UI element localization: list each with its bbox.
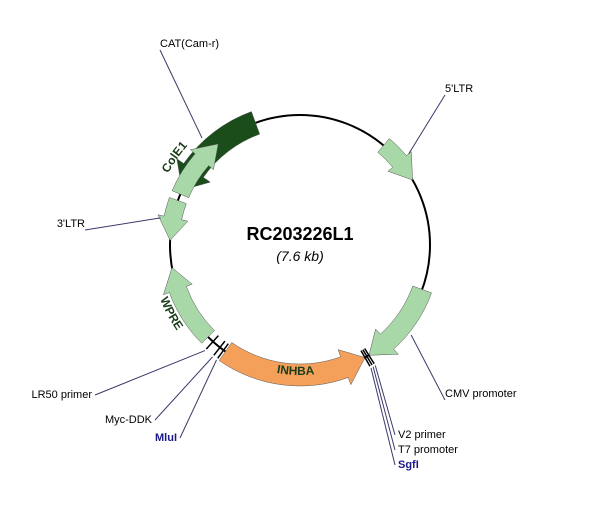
- feature-label-ltr5: 5'LTR: [445, 83, 473, 95]
- plasmid-map: RC203226L1(7.6 kb)CAT(Cam-r)5'LTR3'LTRCo…: [0, 0, 600, 505]
- callout-sgfi: SgfI: [398, 459, 419, 471]
- callout-mlui: MluI: [155, 432, 177, 444]
- feature-cmv: [369, 286, 432, 355]
- callout-mycddk: Myc-DDK: [105, 414, 153, 426]
- feature-ltr3: [158, 197, 188, 240]
- plasmid-size: (7.6 kb): [276, 248, 323, 264]
- callout-lr50: LR50 primer: [31, 389, 92, 401]
- callout-v2: V2 primer: [398, 429, 446, 441]
- feature-label-cmv: CMV promoter: [445, 388, 517, 400]
- callout-t7: T7 promoter: [398, 444, 458, 456]
- feature-label-inhba: INHBA: [276, 362, 315, 378]
- feature-label-ltr3: 3'LTR: [57, 218, 85, 230]
- plasmid-name: RC203226L1: [246, 224, 353, 244]
- feature-label-cat: CAT(Cam-r): [160, 38, 219, 50]
